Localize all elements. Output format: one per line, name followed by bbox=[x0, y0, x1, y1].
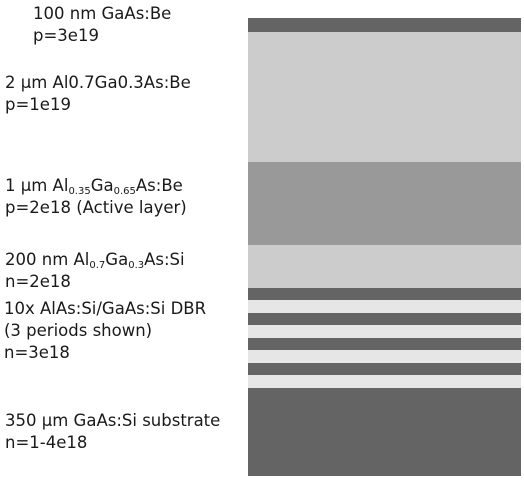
cap-layer-label: 100 nm GaAs:Be p=3e19 bbox=[33, 3, 171, 47]
cap-layer-gaas bbox=[248, 18, 521, 32]
dbr-alas-layer-2 bbox=[248, 325, 521, 338]
active-layer-doping: p=2e18 (Active layer) bbox=[5, 198, 187, 217]
dbr-periods-note: (3 periods shown) bbox=[4, 321, 153, 340]
cladding-bottom-layer bbox=[248, 245, 521, 288]
dbr-alas-layer-1 bbox=[248, 300, 521, 313]
bottom-cladding-composition: 200 nm Al0.7Ga0.3As:Si bbox=[5, 250, 185, 271]
cap-layer-composition: 100 nm GaAs:Be bbox=[33, 4, 172, 23]
active-layer-composition: 1 µm Al0.35Ga0.65As:Be bbox=[5, 176, 183, 197]
top-cladding-composition: 2 µm Al0.7Ga0.3As:Be bbox=[5, 73, 191, 92]
active-layer-label: 1 µm Al0.35Ga0.65As:Be p=2e18 (Active la… bbox=[5, 175, 187, 219]
dbr-alas-layer-4 bbox=[248, 375, 521, 388]
bottom-cladding-label: 200 nm Al0.7Ga0.3As:Si n=2e18 bbox=[5, 249, 185, 293]
layer-stack bbox=[248, 18, 521, 476]
dbr-label: 10x AlAs:Si/GaAs:Si DBR (3 periods shown… bbox=[4, 298, 206, 364]
substrate-doping: n=1-4e18 bbox=[5, 433, 88, 452]
bottom-cladding-doping: n=2e18 bbox=[5, 272, 71, 291]
dbr-doping: n=3e18 bbox=[4, 343, 70, 362]
dbr-gaas-layer-1 bbox=[248, 288, 521, 300]
dbr-gaas-layer-4 bbox=[248, 363, 521, 375]
dbr-composition: 10x AlAs:Si/GaAs:Si DBR bbox=[4, 299, 207, 318]
dbr-gaas-layer-2 bbox=[248, 313, 521, 325]
substrate-label: 350 µm GaAs:Si substrate n=1-4e18 bbox=[5, 410, 220, 454]
substrate-composition: 350 µm GaAs:Si substrate bbox=[5, 411, 221, 430]
top-cladding-doping: p=1e19 bbox=[5, 95, 71, 114]
dbr-alas-layer-3 bbox=[248, 350, 521, 363]
top-cladding-label: 2 µm Al0.7Ga0.3As:Be p=1e19 bbox=[5, 72, 191, 116]
cladding-top-layer bbox=[248, 32, 521, 162]
cap-layer-doping: p=3e19 bbox=[33, 26, 99, 45]
dbr-gaas-layer-3 bbox=[248, 338, 521, 350]
active-layer bbox=[248, 162, 521, 245]
substrate-layer bbox=[248, 388, 521, 476]
